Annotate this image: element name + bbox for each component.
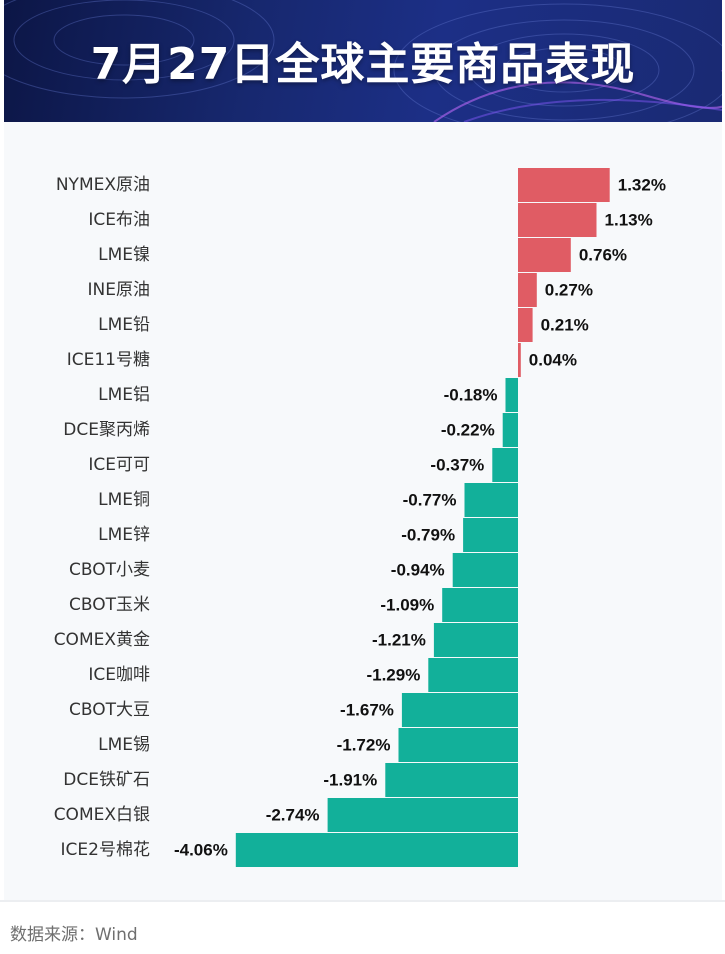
value-label-15: -1.67% bbox=[340, 701, 394, 720]
category-label-5: ICE11号糖 bbox=[67, 350, 150, 370]
value-label-1: 1.13% bbox=[605, 211, 653, 230]
value-label-4: 0.21% bbox=[541, 316, 589, 335]
value-label-18: -2.74% bbox=[266, 806, 320, 825]
bar-9 bbox=[464, 483, 518, 517]
value-label-10: -0.79% bbox=[401, 526, 455, 545]
chart-panel: NYMEX原油 1.32% ICE布油 1.13% LME镍 0.76% INE原油 0.27… bbox=[4, 122, 722, 900]
category-label-8: ICE可可 bbox=[88, 455, 150, 475]
bar-8 bbox=[492, 448, 518, 482]
category-label-12: CBOT玉米 bbox=[69, 595, 150, 615]
bar-2 bbox=[518, 238, 571, 272]
bar-14 bbox=[428, 658, 518, 692]
value-label-17: -1.91% bbox=[323, 771, 377, 790]
footer-divider bbox=[0, 900, 725, 902]
category-label-11: CBOT小麦 bbox=[69, 560, 150, 580]
value-label-11: -0.94% bbox=[391, 561, 445, 580]
banner-decoration bbox=[4, 0, 722, 122]
value-label-12: -1.09% bbox=[380, 596, 434, 615]
value-label-13: -1.21% bbox=[372, 631, 426, 650]
category-label-13: COMEX黄金 bbox=[54, 630, 150, 650]
page-title: 7月27日全球主要商品表现 bbox=[90, 39, 636, 90]
bar-19 bbox=[235, 833, 519, 867]
category-label-4: LME铅 bbox=[98, 315, 150, 335]
category-label-9: LME铜 bbox=[98, 490, 150, 510]
bar-1 bbox=[518, 203, 597, 237]
category-label-2: LME镍 bbox=[98, 245, 150, 265]
value-label-0: 1.32% bbox=[618, 176, 666, 195]
category-label-6: LME铝 bbox=[98, 385, 150, 405]
category-label-3: INE原油 bbox=[88, 280, 150, 300]
value-label-5: 0.04% bbox=[529, 351, 577, 370]
value-label-3: 0.27% bbox=[545, 281, 593, 300]
bar-12 bbox=[442, 588, 518, 622]
category-label-19: ICE2号棉花 bbox=[61, 840, 150, 860]
bar-18 bbox=[327, 798, 518, 832]
value-label-6: -0.18% bbox=[444, 386, 498, 405]
bar-0 bbox=[518, 168, 610, 202]
value-label-16: -1.72% bbox=[337, 736, 391, 755]
bar-16 bbox=[398, 728, 518, 762]
category-label-7: DCE聚丙烯 bbox=[63, 420, 150, 440]
source-note: 数据来源：Wind bbox=[10, 925, 138, 945]
value-label-2: 0.76% bbox=[579, 246, 627, 265]
bar-chart: NYMEX原油 1.32% ICE布油 1.13% LME镍 0.76% INE原油 0.27… bbox=[54, 168, 666, 867]
bar-15 bbox=[401, 693, 518, 727]
value-label-9: -0.77% bbox=[403, 491, 457, 510]
value-label-14: -1.29% bbox=[366, 666, 420, 685]
category-label-17: DCE铁矿石 bbox=[63, 770, 150, 790]
value-label-8: -0.37% bbox=[430, 456, 484, 475]
bar-11 bbox=[452, 553, 518, 587]
bar-4 bbox=[518, 308, 533, 342]
bar-13 bbox=[433, 623, 518, 657]
category-label-0: NYMEX原油 bbox=[56, 175, 150, 195]
category-label-18: COMEX白银 bbox=[54, 805, 150, 825]
category-label-1: ICE布油 bbox=[88, 210, 150, 230]
bar-6 bbox=[505, 378, 518, 412]
bar-3 bbox=[518, 273, 537, 307]
category-label-10: LME锌 bbox=[98, 525, 150, 545]
header-banner: 7月27日全球主要商品表现 bbox=[4, 0, 722, 122]
bar-10 bbox=[463, 518, 518, 552]
category-label-15: CBOT大豆 bbox=[69, 700, 150, 720]
category-label-14: ICE咖啡 bbox=[88, 665, 150, 685]
bar-5 bbox=[518, 343, 521, 377]
bar-17 bbox=[385, 763, 518, 797]
value-label-19: -4.06% bbox=[174, 841, 228, 860]
bar-7 bbox=[502, 413, 518, 447]
category-label-16: LME锡 bbox=[98, 735, 150, 755]
value-label-7: -0.22% bbox=[441, 421, 495, 440]
